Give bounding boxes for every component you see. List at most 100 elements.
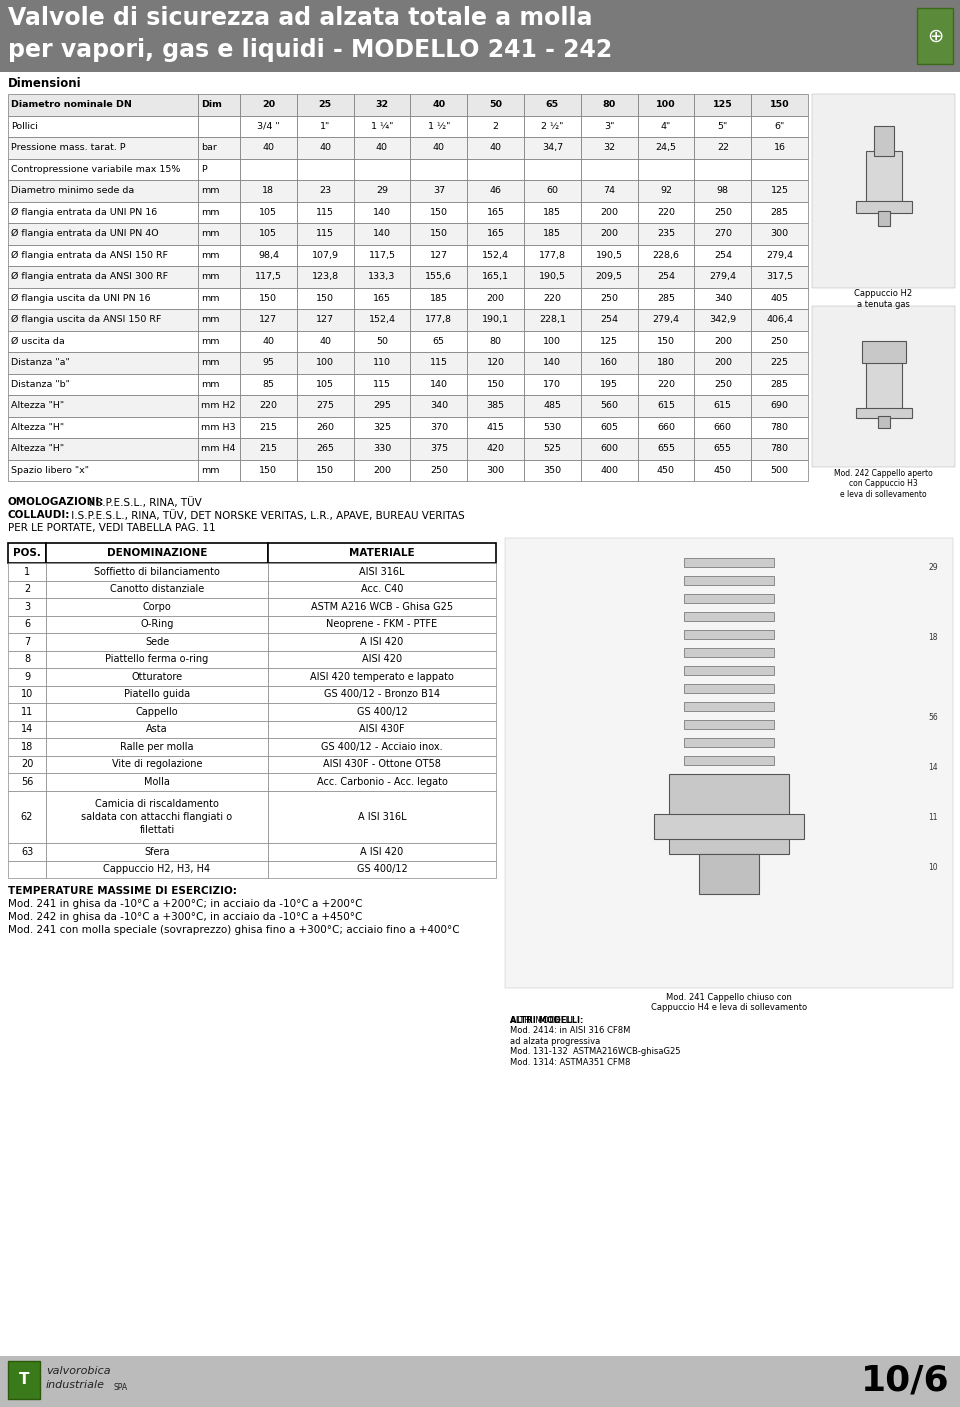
Text: 250: 250	[714, 208, 732, 217]
Text: 11: 11	[21, 706, 34, 716]
Text: COLLAUDI:: COLLAUDI:	[8, 509, 70, 521]
Bar	[297, 115, 353, 136]
Text: Piatello guida: Piatello guida	[124, 689, 190, 699]
Bar	[468, 266, 524, 287]
Bar	[46, 650, 268, 668]
Bar	[46, 704, 268, 720]
Bar	[637, 136, 694, 159]
Bar	[297, 438, 353, 460]
Bar	[694, 395, 751, 416]
Text: 40: 40	[262, 336, 275, 346]
Bar	[240, 438, 297, 460]
Text: GS 400/12 - Acciaio inox.: GS 400/12 - Acciaio inox.	[322, 741, 443, 751]
Text: 105: 105	[316, 380, 334, 388]
Bar	[581, 416, 637, 438]
Text: 170: 170	[543, 380, 562, 388]
Bar	[694, 373, 751, 395]
Text: 209,5: 209,5	[596, 272, 623, 281]
Bar	[524, 373, 581, 395]
Bar	[353, 460, 411, 481]
Text: 125: 125	[771, 186, 788, 196]
Text: Diametro minimo sede da: Diametro minimo sede da	[11, 186, 134, 196]
Text: 228,6: 228,6	[653, 250, 680, 260]
Bar	[524, 460, 581, 481]
Text: 40: 40	[432, 100, 445, 110]
Text: 220: 220	[543, 294, 562, 303]
Text: 127: 127	[430, 250, 447, 260]
Text: 115: 115	[316, 208, 334, 217]
Bar	[240, 159, 297, 180]
Bar	[468, 180, 524, 201]
Text: 80: 80	[603, 100, 615, 110]
Bar	[874, 125, 894, 156]
Bar	[353, 115, 411, 136]
Bar	[581, 245, 637, 266]
Text: 63: 63	[21, 847, 34, 857]
Text: 150: 150	[316, 466, 334, 474]
Text: Mod. 242 in ghisa da -10°C a +300°C, in acciaio da -10°C a +450°C: Mod. 242 in ghisa da -10°C a +300°C, in …	[8, 912, 362, 922]
Text: 200: 200	[487, 294, 505, 303]
Bar	[524, 115, 581, 136]
Bar	[8, 460, 198, 481]
Text: 16: 16	[774, 144, 785, 152]
Text: 525: 525	[543, 445, 562, 453]
Bar	[198, 136, 240, 159]
Text: 150: 150	[770, 100, 789, 110]
Bar	[8, 668, 46, 685]
Bar	[694, 245, 751, 266]
Text: 340: 340	[713, 294, 732, 303]
Text: Distanza "a": Distanza "a"	[11, 359, 70, 367]
Bar	[268, 756, 496, 772]
Bar	[637, 331, 694, 352]
Bar	[917, 8, 953, 63]
Text: 20: 20	[21, 760, 34, 770]
Text: 1: 1	[24, 567, 30, 577]
Bar	[8, 136, 198, 159]
Bar	[684, 756, 774, 765]
Text: 23: 23	[319, 186, 331, 196]
Text: 40: 40	[262, 144, 275, 152]
Bar	[268, 704, 496, 720]
Text: 65: 65	[433, 336, 444, 346]
Bar	[46, 633, 268, 650]
Text: 155,6: 155,6	[425, 272, 452, 281]
Bar	[654, 815, 804, 839]
Bar	[198, 331, 240, 352]
Text: Piattello ferma o-ring: Piattello ferma o-ring	[106, 654, 208, 664]
Text: Canotto distanziale: Canotto distanziale	[109, 584, 204, 594]
Bar	[198, 222, 240, 245]
Text: 370: 370	[430, 422, 448, 432]
Text: 125: 125	[600, 336, 618, 346]
Text: Altezza "H": Altezza "H"	[11, 401, 64, 411]
Text: 254: 254	[600, 315, 618, 324]
Bar	[637, 373, 694, 395]
Bar	[684, 739, 774, 747]
Bar	[524, 159, 581, 180]
Text: 1 ¼": 1 ¼"	[371, 122, 394, 131]
Text: 420: 420	[487, 445, 505, 453]
Text: mm H2: mm H2	[201, 401, 235, 411]
Text: 405: 405	[771, 294, 788, 303]
Bar	[0, 1356, 960, 1407]
Bar	[524, 331, 581, 352]
Bar	[637, 352, 694, 373]
Bar	[684, 649, 774, 657]
Text: 220: 220	[657, 208, 675, 217]
Text: 270: 270	[714, 229, 732, 238]
Text: 200: 200	[600, 229, 618, 238]
Text: 215: 215	[259, 445, 277, 453]
Bar	[411, 136, 468, 159]
Text: Molla: Molla	[144, 777, 170, 787]
Bar	[46, 791, 268, 843]
Text: 10: 10	[21, 689, 34, 699]
Bar	[581, 373, 637, 395]
Bar	[268, 563, 496, 581]
Text: 18: 18	[262, 186, 275, 196]
Text: I.S.P.E.S.L., RINA, TÜV, DET NORSKE VERITAS, L.R., APAVE, BUREAU VERITAS: I.S.P.E.S.L., RINA, TÜV, DET NORSKE VERI…	[68, 509, 465, 521]
Bar	[468, 352, 524, 373]
Text: 415: 415	[487, 422, 505, 432]
Bar	[637, 460, 694, 481]
Bar	[694, 94, 751, 115]
Text: 105: 105	[259, 229, 277, 238]
Bar	[46, 543, 268, 563]
